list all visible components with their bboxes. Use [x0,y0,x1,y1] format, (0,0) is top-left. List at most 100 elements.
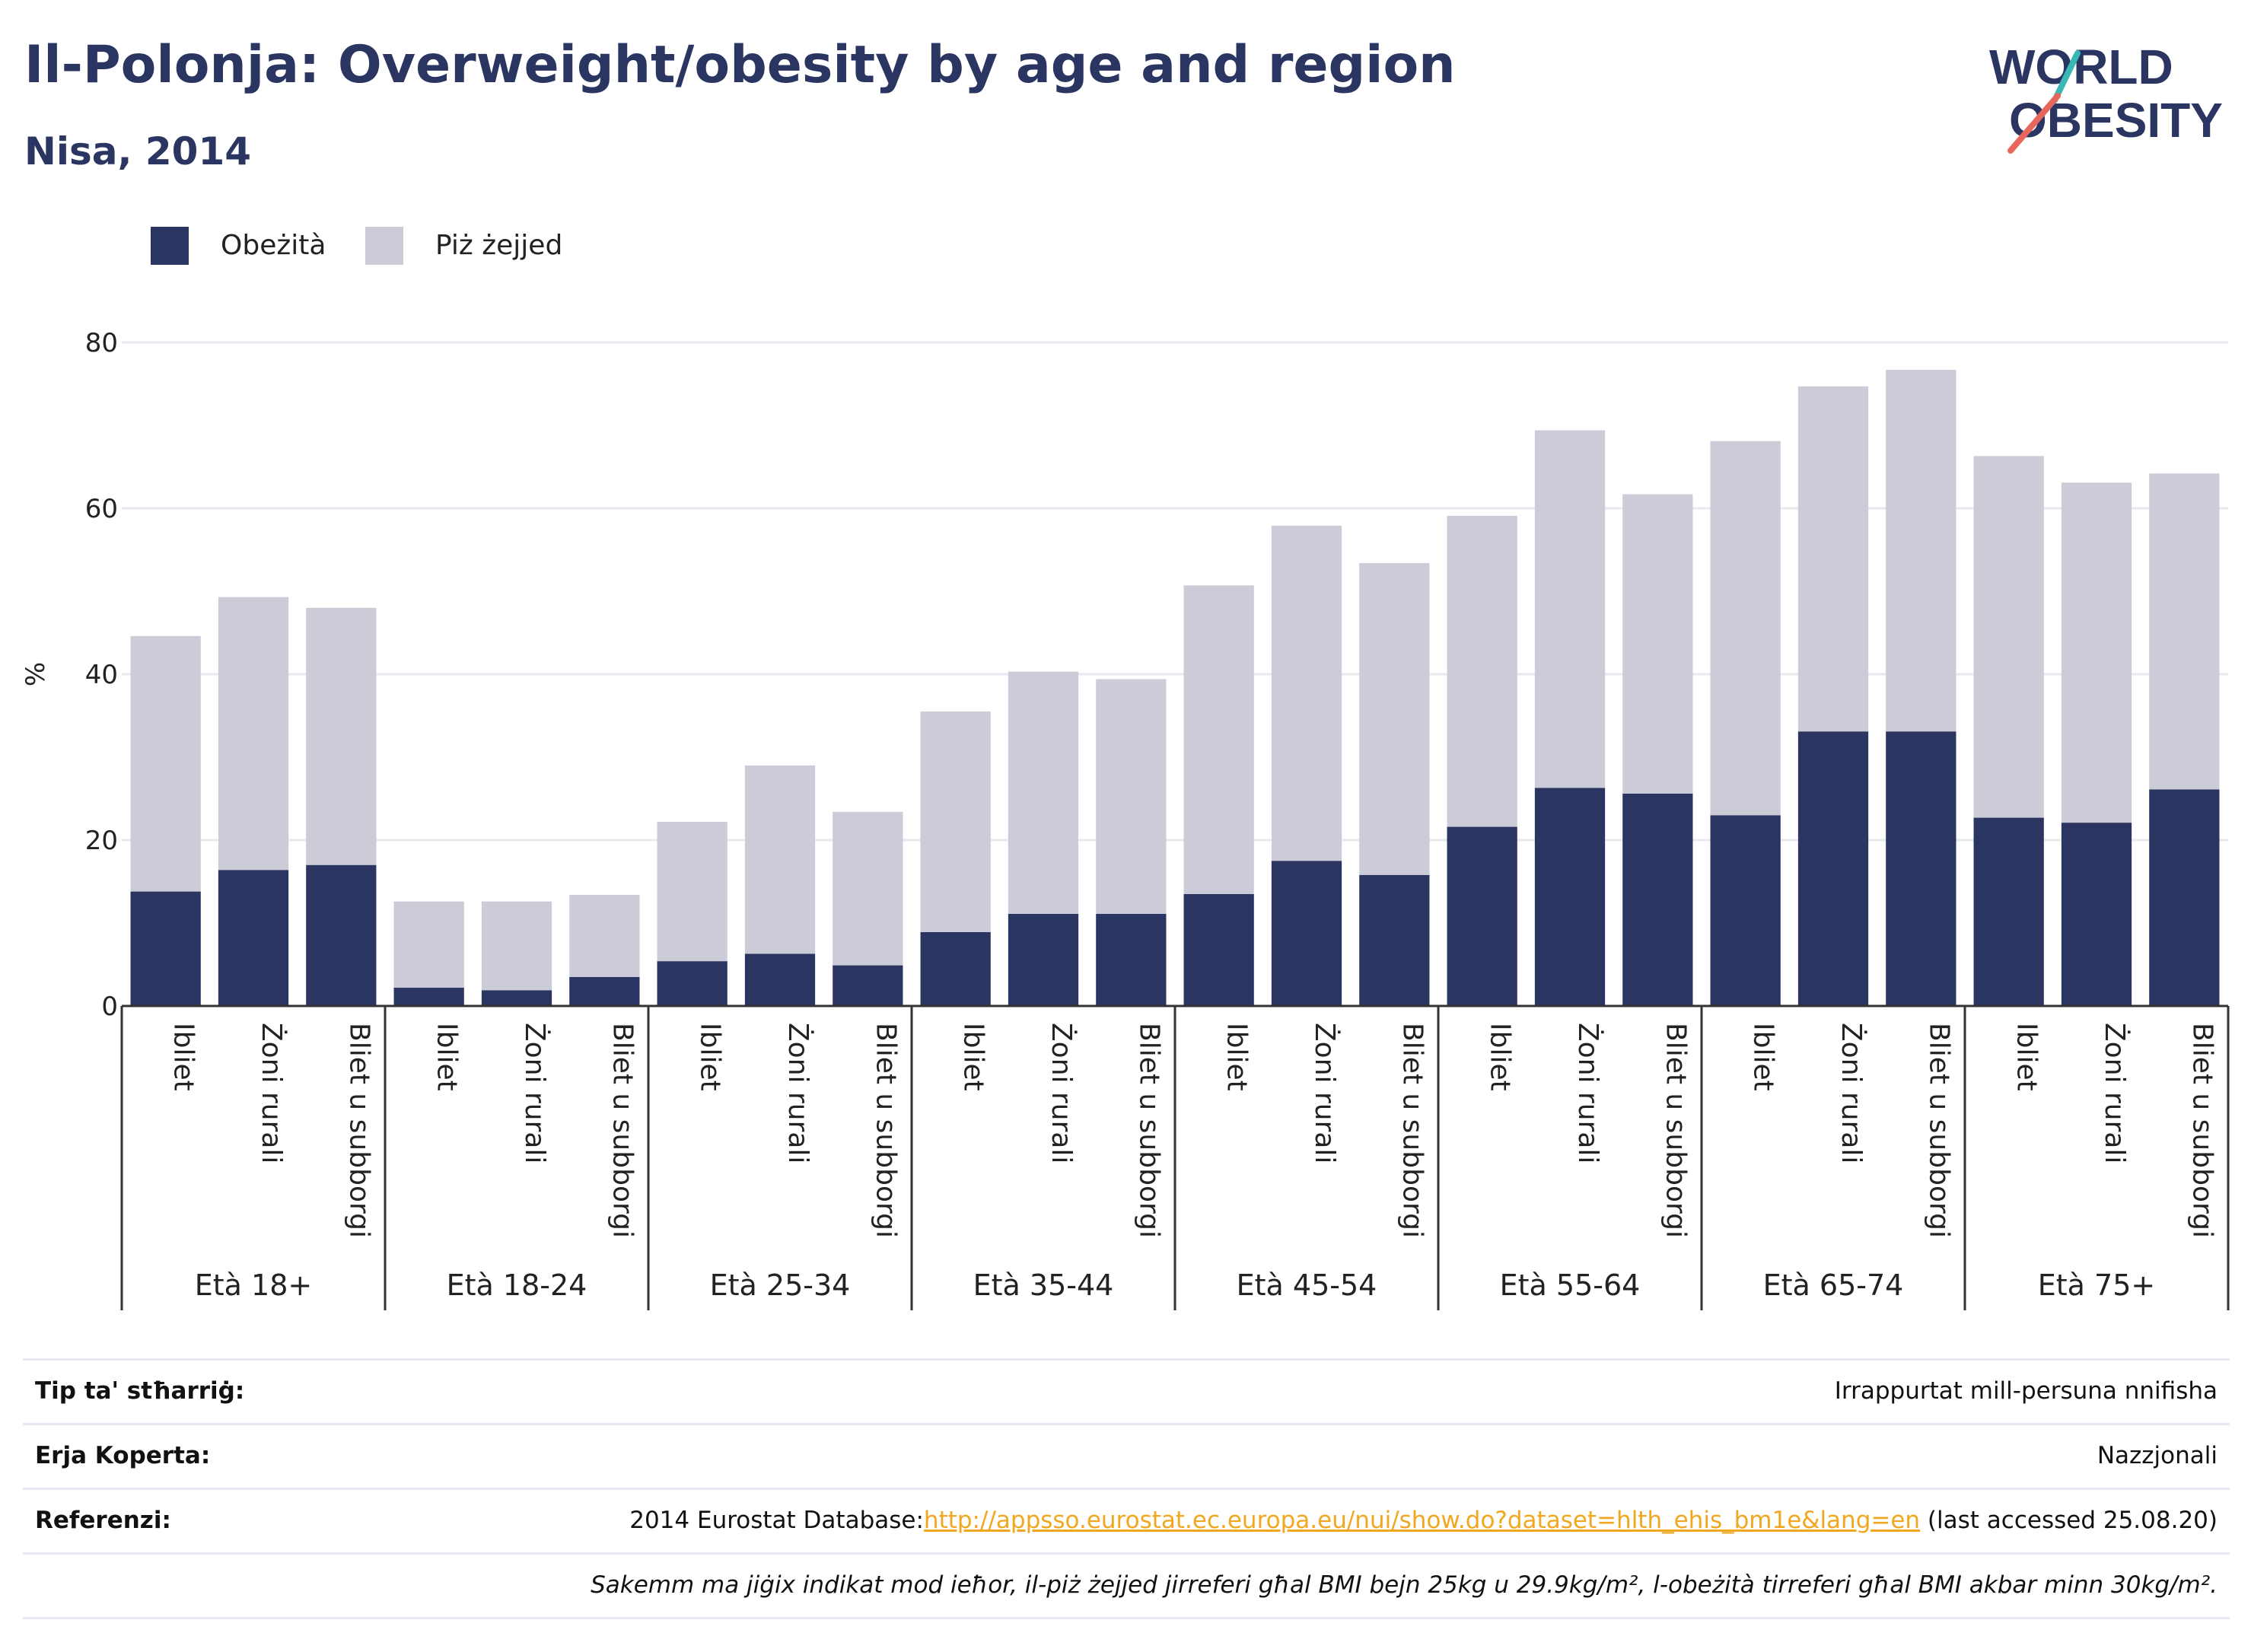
bar-obesity [218,870,289,1006]
x-group-label: Età 65-74 [1763,1268,1904,1302]
footer-value-references: 2014 Eurostat Database:http://appsso.eur… [629,1507,2218,1534]
bar-obesity [1447,826,1517,1006]
bar-overweight [1886,369,1956,732]
bar-obesity [657,961,728,1006]
x-category-label: Bliet u subborgi [607,1023,638,1238]
bar-obesity [1973,817,2044,1006]
bar-obesity [1271,861,1342,1006]
bar-obesity [1886,731,1956,1006]
bar-obesity [1622,793,1693,1006]
bar-overweight [1534,430,1606,788]
bar-overweight [1797,386,1869,732]
x-category-label: Ibliet [1748,1023,1779,1091]
x-group-label: Età 25-34 [710,1268,851,1302]
bar-obesity [920,931,991,1006]
footer-row-references: Referenzi: 2014 Eurostat Database:http:/… [23,1488,2230,1552]
logo-line-1: WORLD [1989,40,2173,94]
bar-obesity [1096,914,1167,1006]
bar-overweight [306,607,377,865]
x-category-label: Ibliet [958,1023,989,1091]
logo-line-2: OBESITY [2009,93,2223,148]
bar-overweight [2149,473,2220,790]
stacked-bar-chart: 0 20 40 60 80% Ibliet Żoni rurali Bliet u subbo… [21,328,2230,1310]
y-tick-label: 0 [101,992,118,1022]
bar-obesity [2061,823,2132,1006]
chart-subtitle: Nisa, 2014 [24,129,252,173]
reference-source: 2014 Eurostat Database: [629,1507,924,1534]
x-group-label: Età 18-24 [447,1268,587,1302]
x-group-label: Età 35-44 [973,1268,1114,1302]
footer-note: Sakemm ma jiġix indikat mod ieħor, il-pi… [591,1571,2218,1599]
y-tick-label: 20 [85,826,118,856]
bar-overweight [1710,441,1781,816]
legend-swatch-obesity [151,227,189,265]
x-category-label: Ibliet [168,1023,199,1091]
x-category-label: Bliet u subborgi [2186,1023,2218,1238]
x-category-label: Żoni rurali [1046,1023,1078,1163]
bar-overweight [1973,456,2044,818]
x-category-label: Bliet u subborgi [1923,1023,1954,1238]
footer-row-area-covered: Erja Koperta: Nazzjonali [23,1423,2230,1488]
footer-key-survey-type: Tip ta' stħarriġ: [35,1377,245,1405]
chart-footer: Tip ta' stħarriġ: Irrappurtat mill-persu… [23,1358,2230,1619]
legend-swatch-overweight [365,227,403,265]
bar-obesity [744,953,816,1006]
legend-label-obesity: Obeżità [221,230,326,261]
bar-overweight [657,822,728,962]
bar-overweight [218,597,289,871]
x-category-label: Żoni rurali [1572,1023,1604,1163]
x-category-label: Żoni rurali [1309,1023,1341,1163]
y-tick-label: 60 [85,494,118,524]
y-tick-label: 80 [85,328,118,358]
bar-obesity [1359,874,1430,1006]
bar-overweight [1271,525,1342,861]
bar-overweight [833,811,903,966]
bar-obesity [130,891,201,1006]
bar-obesity [569,976,640,1006]
bar-overweight [920,711,991,932]
x-category-label: Bliet u subborgi [1660,1023,1691,1238]
x-category-label: Bliet u subborgi [343,1023,374,1238]
x-category-label: Żoni rurali [2099,1023,2131,1163]
logo-slash-teal [2052,50,2081,103]
footer-value-area-covered: Nazzjonali [2097,1442,2218,1469]
logo-slash-red [2007,93,2061,154]
x-category-label: Ibliet [695,1023,726,1091]
legend-label-overweight: Piż żejjed [435,230,563,261]
bar-overweight [569,894,640,977]
bar-overweight [1359,562,1430,875]
x-category-label: Żoni rurali [256,1023,288,1163]
footer-key-area-covered: Erja Koperta: [35,1442,211,1469]
bar-obesity [1534,788,1606,1006]
bar-overweight [1622,494,1693,794]
bar-overweight [1008,671,1079,915]
bar-overweight [130,635,201,892]
bar-obesity [306,864,377,1006]
reference-link[interactable]: http://appsso.eurostat.ec.europa.eu/nui/… [923,1507,1921,1534]
x-category-label: Żoni rurali [1836,1023,1867,1163]
x-category-label: Bliet u subborgi [1133,1023,1164,1238]
x-category-label: Żoni rurali [782,1023,814,1163]
x-category-label: Bliet u subborgi [1396,1023,1428,1238]
bar-obesity [1710,815,1781,1006]
footer-row-survey-type: Tip ta' stħarriġ: Irrappurtat mill-persu… [23,1358,2230,1423]
bar-obesity [2149,789,2220,1006]
bar-obesity [481,990,552,1006]
bar-overweight [2061,482,2132,823]
footer-key-references: Referenzi: [35,1507,171,1534]
x-category-label: Ibliet [431,1023,463,1091]
x-category-label: Ibliet [1221,1023,1253,1091]
bar-obesity [1797,731,1869,1006]
bar-overweight [393,901,464,988]
bar-overweight [481,901,552,991]
bar-overweight [1447,515,1517,827]
x-group-label: Età 55-64 [1500,1268,1641,1302]
x-category-label: Ibliet [1485,1023,1516,1091]
reference-accessed: (last accessed 25.08.20) [1920,1507,2218,1534]
x-group-label: Età 18+ [195,1268,312,1302]
bar-obesity [1008,914,1079,1006]
y-axis-label: % [21,662,51,686]
x-category-label: Bliet u subborgi [870,1023,901,1238]
footer-value-survey-type: Irrappurtat mill-persuna nnifisha [1834,1377,2218,1405]
world-obesity-logo: WORLD OBESITY [1989,40,2223,154]
